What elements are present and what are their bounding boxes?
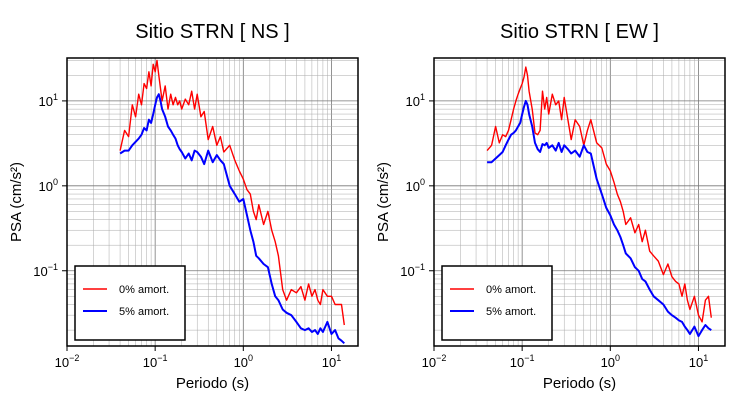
y-tick-exponent: 0 (420, 177, 425, 187)
y-tick-base: 10 (400, 264, 414, 279)
x-tick-exponent: −1 (157, 353, 167, 363)
y-tick-exponent: −1 (415, 262, 425, 272)
x-tick-exponent: −2 (69, 353, 79, 363)
x-tick-label: 10−1 (510, 353, 535, 370)
x-tick-label: 101 (322, 353, 341, 370)
x-axis-label: Periodo (s) (543, 375, 616, 392)
y-tick-base: 10 (39, 179, 53, 194)
x-tick-exponent: −1 (524, 353, 534, 363)
y-axis-label: PSA (cm/s²) (8, 162, 25, 242)
y-tick-label: 101 (406, 92, 425, 109)
x-tick-label: 100 (234, 353, 253, 370)
y-tick-base: 10 (33, 264, 47, 279)
y-tick-base: 10 (39, 94, 53, 109)
x-tick-exponent: 0 (615, 353, 620, 363)
legend: 0% amort. 5% amort. (74, 265, 186, 341)
y-tick-label: 100 (39, 177, 58, 194)
x-tick-exponent: 0 (248, 353, 253, 363)
x-tick-base: 10 (689, 355, 703, 370)
x-tick-exponent: 1 (336, 353, 341, 363)
legend-label-2: 5% amort. (119, 306, 169, 318)
x-tick-label: 10−1 (143, 353, 168, 370)
y-tick-label: 10−1 (33, 262, 58, 279)
series-line-2 (119, 93, 345, 345)
series-line-2 (487, 99, 712, 338)
y-tick-exponent: −1 (48, 262, 58, 272)
legend-box (74, 265, 186, 341)
x-tick-label: 10−2 (422, 353, 447, 370)
x-tick-exponent: −2 (436, 353, 446, 363)
x-tick-exponent: 1 (703, 353, 708, 363)
x-tick-base: 10 (234, 355, 248, 370)
chart-title: Sitio STRN [ NS ] (135, 21, 289, 43)
legend-label-1: 0% amort. (486, 284, 536, 296)
y-tick-label: 100 (406, 177, 425, 194)
plot-frame (66, 57, 359, 347)
y-tick-base: 10 (406, 94, 420, 109)
grid (433, 58, 726, 346)
x-axis-label: Periodo (s) (176, 375, 249, 392)
y-tick-exponent: 1 (53, 92, 58, 102)
y-tick-label: 101 (39, 92, 58, 109)
legend-label-2: 5% amort. (486, 306, 536, 318)
y-tick-exponent: 0 (53, 177, 58, 187)
y-axis-label: PSA (cm/s²) (375, 162, 392, 242)
legend: 0% amort. 5% amort. (441, 265, 553, 341)
x-tick-base: 10 (422, 355, 436, 370)
x-tick-base: 10 (322, 355, 336, 370)
y-tick-base: 10 (406, 179, 420, 194)
y-tick-exponent: 1 (420, 92, 425, 102)
x-tick-label: 100 (601, 353, 620, 370)
plot-frame (433, 57, 726, 347)
legend-label-1: 0% amort. (119, 284, 169, 296)
y-tick-label: 10−1 (400, 262, 425, 279)
x-tick-label: 101 (689, 353, 708, 370)
x-tick-base: 10 (510, 355, 524, 370)
series-line-1 (119, 59, 345, 326)
x-tick-base: 10 (55, 355, 69, 370)
chart-title: Sitio STRN [ EW ] (500, 21, 659, 43)
legend-box (441, 265, 553, 341)
x-tick-base: 10 (143, 355, 157, 370)
x-tick-base: 10 (601, 355, 615, 370)
x-tick-label: 10−2 (55, 353, 80, 370)
